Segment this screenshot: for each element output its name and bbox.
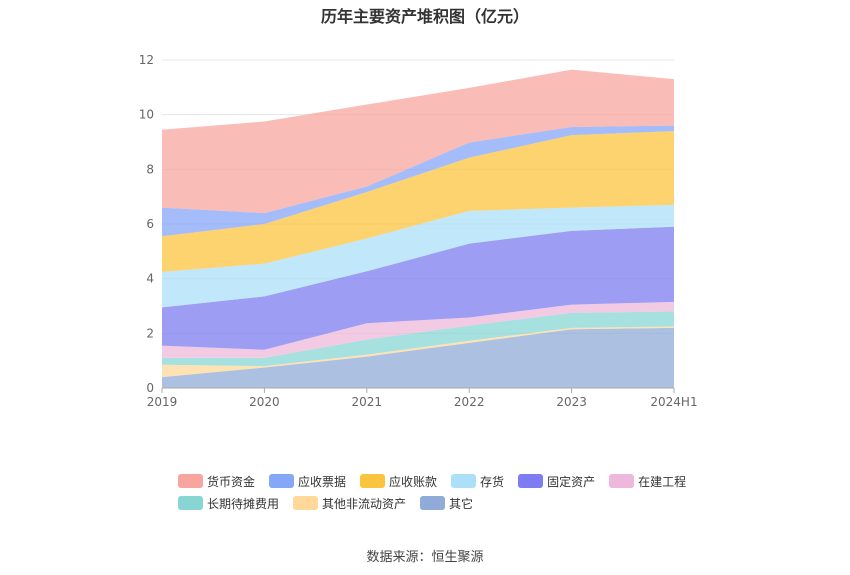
x-tick-label: 2024H1 xyxy=(650,395,697,409)
data-source: 数据来源：恒生聚源 xyxy=(366,550,484,565)
y-tick-label: 8 xyxy=(146,162,154,176)
legend-label: 其他非流动资产 xyxy=(322,496,407,511)
legend-label: 应收账款 xyxy=(389,474,438,489)
legend-swatch xyxy=(420,496,446,510)
legend-swatch xyxy=(178,474,203,488)
legend-item[interactable]: 货币资金 xyxy=(178,472,255,490)
legend: 货币资金 应收票据 应收账款 存货 固定资产 在建工程长期待摊费用 其他非流动资产 其它 xyxy=(178,472,718,516)
area-series-7[interactable] xyxy=(162,125,674,237)
legend-swatch xyxy=(609,474,635,488)
area-series-8[interactable] xyxy=(162,69,674,214)
x-tick-label: 2020 xyxy=(249,395,280,409)
x-tick-label: 2019 xyxy=(147,395,178,409)
area-series xyxy=(162,69,674,388)
legend-item[interactable]: 长期待摊费用 xyxy=(178,494,279,512)
legend-item[interactable]: 存货 xyxy=(451,472,504,490)
chart-title: 历年主要资产堆积图（亿元） xyxy=(320,7,529,26)
y-tick-label: 6 xyxy=(146,217,154,231)
legend-item[interactable]: 在建工程 xyxy=(609,472,686,490)
area-series-0[interactable] xyxy=(162,327,674,388)
axes: 0 2 4 6 8 10 12 2019 2020 2021 2022 2023 2024H1 xyxy=(139,53,698,409)
legend-label: 存货 xyxy=(480,474,505,489)
area-series-1[interactable] xyxy=(162,326,674,378)
legend-item[interactable]: 其他非流动资产 xyxy=(293,494,406,512)
legend-swatch xyxy=(451,474,477,488)
legend-label: 在建工程 xyxy=(638,474,687,489)
legend-swatch xyxy=(293,496,319,510)
legend-swatch xyxy=(178,496,203,510)
legend-label: 长期待摊费用 xyxy=(207,496,280,511)
legend-label: 货币资金 xyxy=(207,474,256,489)
legend-swatch xyxy=(518,474,544,488)
area-series-4[interactable] xyxy=(162,226,674,350)
legend-swatch xyxy=(360,474,386,488)
y-tick-label: 12 xyxy=(139,53,154,67)
legend-label: 固定资产 xyxy=(547,474,596,489)
area-series-3[interactable] xyxy=(162,301,674,358)
legend-item[interactable]: 固定资产 xyxy=(518,472,595,490)
x-tick-label: 2021 xyxy=(352,395,383,409)
y-tick-label: 2 xyxy=(146,326,154,340)
y-tick-label: 4 xyxy=(146,272,154,286)
area-series-6[interactable] xyxy=(162,131,674,272)
legend-item[interactable]: 应收票据 xyxy=(269,472,346,490)
y-tick-label: 0 xyxy=(146,381,154,395)
legend-swatch xyxy=(269,474,295,488)
legend-label: 应收票据 xyxy=(298,474,347,489)
legend-item[interactable]: 其它 xyxy=(420,494,473,512)
x-tick-label: 2022 xyxy=(454,395,485,409)
legend-label: 其它 xyxy=(449,496,474,511)
x-tick-label: 2023 xyxy=(556,395,587,409)
y-tick-label: 10 xyxy=(139,108,154,122)
area-series-5[interactable] xyxy=(162,204,674,308)
legend-item[interactable]: 应收账款 xyxy=(360,472,437,490)
area-series-2[interactable] xyxy=(162,311,674,367)
